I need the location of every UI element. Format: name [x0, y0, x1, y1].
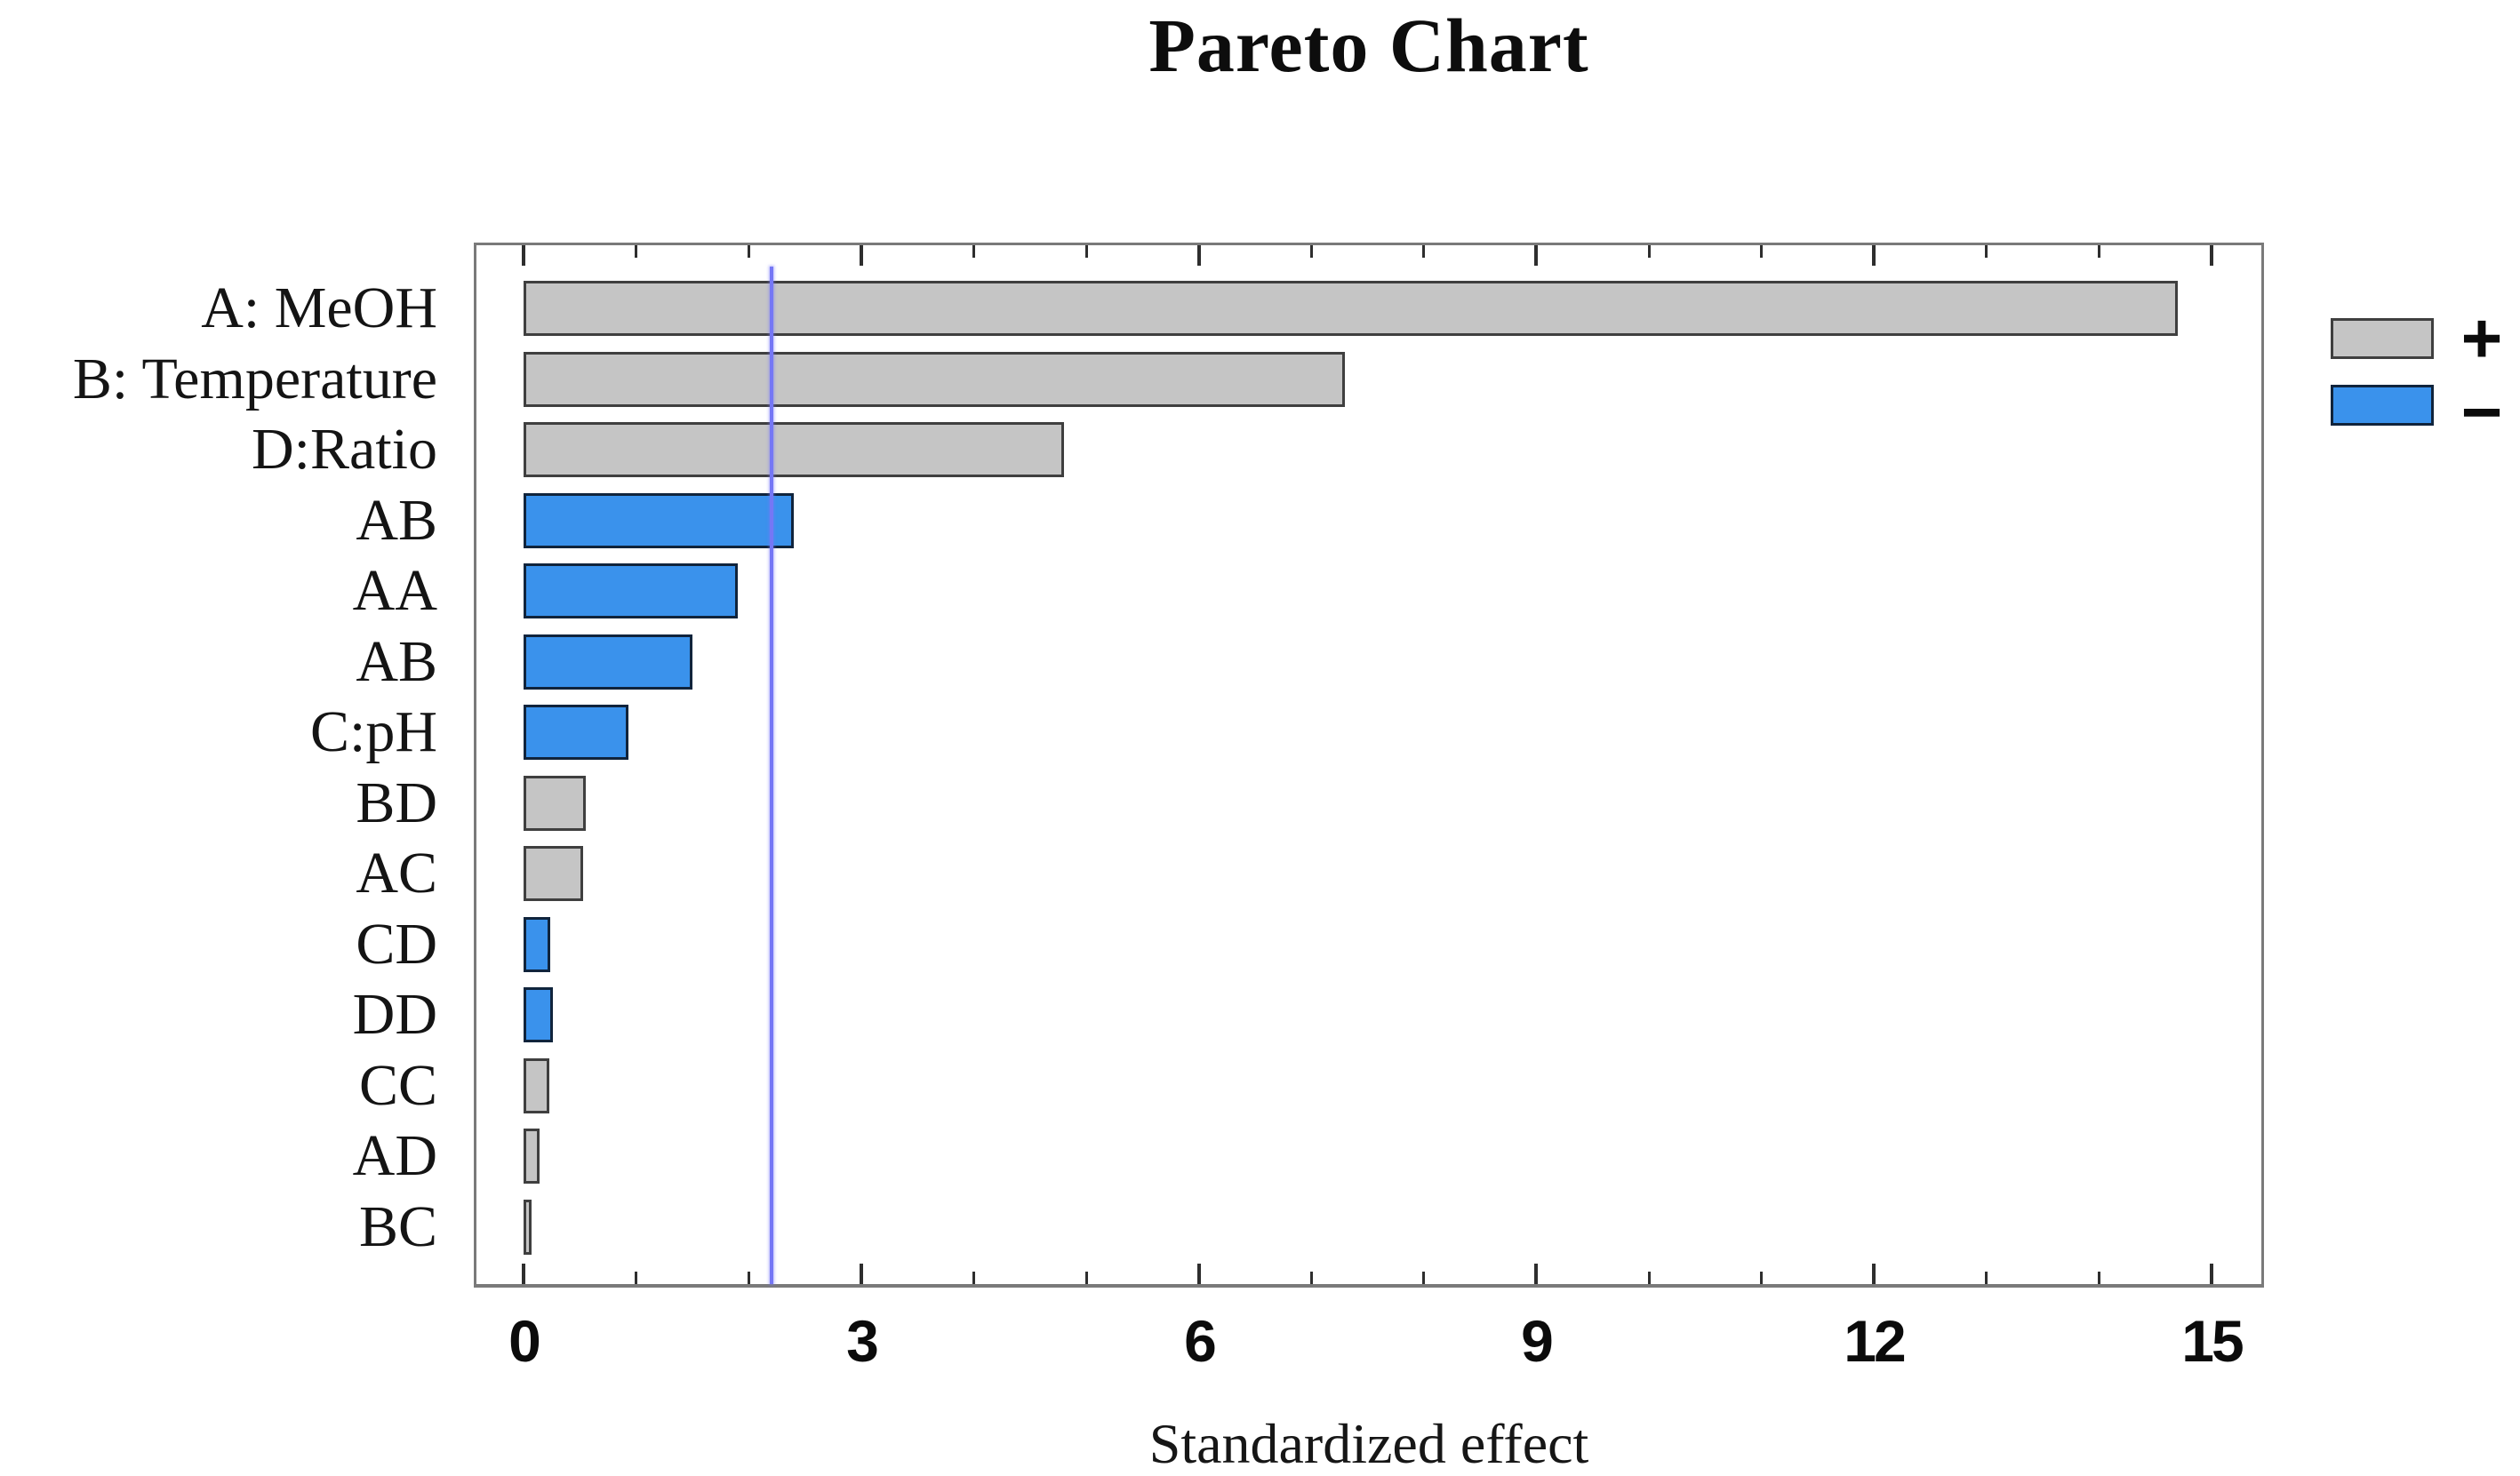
y-tick-label: DD — [352, 982, 437, 1047]
x-axis-tick-bottom — [972, 1272, 975, 1284]
x-tick-label: 6 — [1184, 1308, 1217, 1374]
y-tick-label: B: Temperature — [72, 347, 437, 411]
x-axis-tick-bottom — [748, 1272, 750, 1284]
bar-ac — [524, 846, 583, 901]
x-axis-tick-top — [972, 245, 975, 258]
x-axis-tick-bottom — [1872, 1264, 1876, 1284]
x-axis-tick-bottom — [1197, 1264, 1201, 1284]
x-axis-tick-top — [1197, 245, 1201, 266]
x-axis-tick-bottom — [2210, 1264, 2213, 1284]
x-axis-tick-bottom — [1648, 1272, 1651, 1284]
legend-negative-swatch — [2331, 385, 2434, 426]
plot-inner — [476, 245, 2261, 1284]
y-tick-label: A: MeOH — [201, 275, 437, 340]
bar-d-ratio — [524, 422, 1064, 477]
bar-b-temperature — [524, 352, 1345, 407]
x-tick-label: 12 — [1844, 1308, 1906, 1374]
x-tick-label: 0 — [508, 1308, 541, 1374]
x-axis-tick-bottom — [1310, 1272, 1313, 1284]
x-axis-tick-top — [1760, 245, 1763, 258]
x-axis-tick-top — [1534, 245, 1538, 266]
x-axis-tick-bottom — [1534, 1264, 1538, 1284]
x-axis-tick-top — [635, 245, 637, 258]
x-tick-label: 9 — [1521, 1308, 1554, 1374]
x-axis-tick-top — [748, 245, 750, 258]
chart-title: Pareto Chart — [1148, 3, 1589, 88]
y-tick-label: BD — [356, 770, 437, 835]
x-axis-tick-bottom — [635, 1272, 637, 1284]
x-axis-tick-top — [1422, 245, 1425, 258]
bar-a-meoh — [524, 281, 2178, 336]
bar-cd — [524, 917, 550, 972]
x-axis-tick-bottom — [1985, 1272, 1988, 1284]
bar-bc — [524, 1200, 532, 1255]
reference-line — [770, 267, 773, 1284]
x-axis-tick-top — [1648, 245, 1651, 258]
bar-aa — [524, 563, 738, 618]
x-axis-tick-top — [2210, 245, 2213, 266]
x-axis-tick-bottom — [1422, 1272, 1425, 1284]
x-axis-title: Standardized effect — [1148, 1412, 1589, 1475]
bar-dd — [524, 987, 553, 1042]
x-tick-label: 15 — [2181, 1308, 2244, 1374]
bar-ad — [524, 1129, 540, 1184]
bar-bd — [524, 776, 586, 831]
y-tick-label: CD — [356, 912, 437, 977]
legend-negative-label: − — [2460, 372, 2503, 451]
x-axis-tick-bottom — [860, 1264, 863, 1284]
x-tick-label: 3 — [846, 1308, 879, 1374]
bar-ab — [524, 634, 692, 690]
legend-positive-swatch — [2331, 318, 2434, 359]
bar-ab — [524, 493, 794, 548]
y-tick-label: CC — [358, 1053, 437, 1118]
x-axis-tick-bottom — [1760, 1272, 1763, 1284]
y-tick-label: AC — [356, 841, 437, 906]
x-axis-tick-top — [1310, 245, 1313, 258]
y-tick-label: BC — [358, 1194, 437, 1259]
y-tick-label: AB — [356, 488, 437, 553]
y-tick-label: AA — [352, 558, 437, 623]
x-axis-tick-top — [1985, 245, 1988, 258]
y-tick-label: AB — [356, 629, 437, 694]
x-axis-tick-top — [522, 245, 525, 266]
legend-positive-label: + — [2460, 299, 2503, 378]
x-axis-tick-top — [1872, 245, 1876, 266]
x-axis-tick-bottom — [522, 1264, 525, 1284]
x-axis-tick-bottom — [2098, 1272, 2100, 1284]
bar-c-ph — [524, 705, 628, 760]
x-axis-tick-top — [860, 245, 863, 266]
y-tick-label: D:Ratio — [252, 417, 437, 482]
plot-area — [474, 243, 2264, 1288]
x-axis-tick-top — [1085, 245, 1088, 258]
x-axis-tick-bottom — [1085, 1272, 1088, 1284]
x-axis-tick-top — [2098, 245, 2100, 258]
y-tick-label: C:pH — [309, 699, 437, 764]
y-tick-label: AD — [352, 1123, 437, 1188]
bar-cc — [524, 1058, 549, 1113]
